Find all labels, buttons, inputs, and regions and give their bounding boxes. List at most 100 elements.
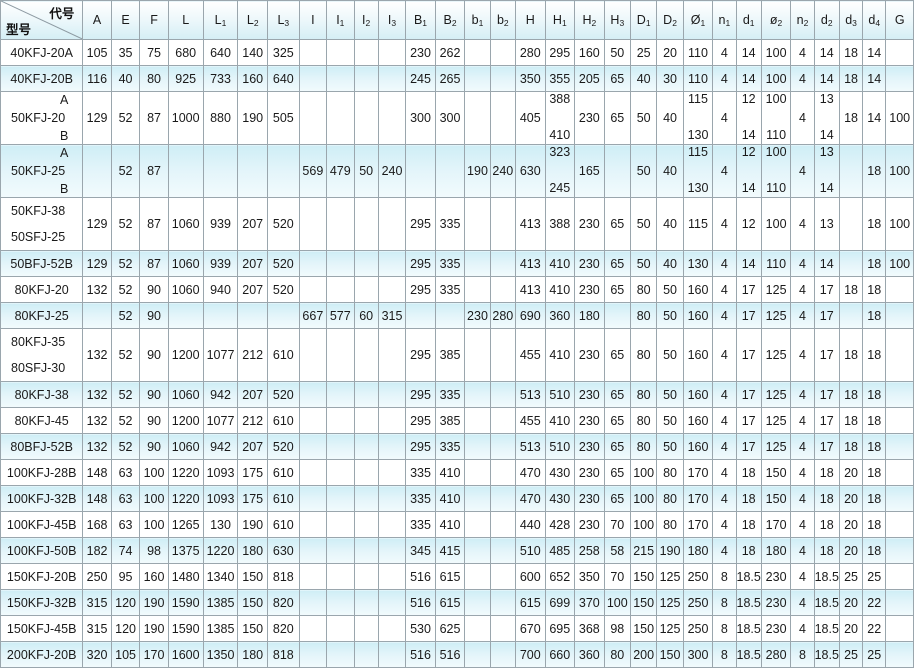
data-cell: 230 — [405, 39, 436, 66]
data-cell: 50 — [629, 250, 658, 277]
data-cell: 610 — [266, 459, 300, 486]
data-cell: 175 — [237, 485, 268, 512]
data-cell: 50 — [603, 39, 631, 66]
data-cell: 520 — [266, 197, 300, 251]
data-cell: 115 — [682, 197, 714, 251]
data-cell: 87 — [139, 250, 169, 277]
data-cell — [353, 91, 379, 145]
data-cell: 20 — [838, 589, 864, 616]
data-cell: 335 — [434, 381, 466, 408]
data-cell: 660 — [544, 641, 576, 668]
data-cell — [298, 381, 328, 408]
data-cell — [405, 144, 436, 198]
data-cell: 60 — [353, 302, 379, 329]
data-cell: 65 — [603, 459, 631, 486]
data-cell: 50 — [629, 197, 658, 251]
data-cell: 1093 — [202, 485, 239, 512]
data-cell: 50 — [629, 91, 658, 145]
model-name-cell: 40KFJ-20A — [0, 39, 84, 66]
data-cell: 520 — [266, 381, 300, 408]
data-cell: 4 — [790, 91, 815, 145]
data-cell: 20 — [838, 485, 864, 512]
table-row: 80KFJ-25 52 90 667 577 60 315 230 280 690 360 180 80… — [0, 302, 914, 329]
data-cell — [326, 276, 355, 303]
data-cell: 190 — [237, 91, 268, 145]
data-cell: 1385 — [202, 589, 239, 616]
data-cell: 1265 — [167, 511, 204, 538]
column-header-subscript: 1 — [645, 18, 651, 28]
data-cell: 80 — [139, 65, 169, 92]
data-cell: 52 — [110, 328, 141, 382]
column-header-d3-27: d3 — [838, 0, 864, 40]
column-header-base: H — [610, 13, 620, 27]
table-row: 80KFJ-35 80SFJ-30 132 52 90 1200 1077 212 610 295… — [0, 328, 914, 382]
data-cell — [298, 563, 328, 590]
data-cell: 516 — [405, 589, 436, 616]
column-header-base: B — [413, 13, 423, 27]
data-cell: 4 — [790, 144, 815, 198]
data-cell: 80 — [656, 485, 684, 512]
data-cell: 212 — [237, 328, 268, 382]
data-cell: 148 — [82, 459, 112, 486]
data-cell: 18 — [735, 511, 762, 538]
data-cell: 295 — [405, 276, 436, 303]
data-cell: 14 — [735, 250, 762, 277]
data-cell: 610 — [266, 407, 300, 434]
data-cell: 160 — [682, 407, 714, 434]
data-cell — [298, 276, 328, 303]
column-header-base: ø — [769, 13, 778, 27]
data-cell — [353, 276, 379, 303]
data-cell: 230 — [574, 250, 605, 277]
data-cell: 150 — [629, 563, 658, 590]
data-cell: 4 — [790, 511, 815, 538]
header-row: 代号 型号 A E F L L1 L2 L3 I I1 I2 I3 B1 B2 b1 b2 H H1 H2 H3 D1… — [0, 0, 914, 40]
data-cell: 180 — [574, 302, 605, 329]
column-header-subscript: 2 — [672, 18, 677, 28]
data-cell: 1220 — [202, 537, 239, 564]
data-cell — [885, 407, 914, 434]
data-cell: 295 — [405, 250, 436, 277]
data-cell — [464, 65, 491, 92]
data-cell: 4 — [712, 91, 737, 145]
variant-label-b: B — [59, 129, 69, 143]
data-cell: 8 — [712, 589, 737, 616]
value-label: 110 — [766, 181, 787, 196]
data-cell: 140 — [237, 39, 268, 66]
data-cell: 14 — [735, 39, 762, 66]
data-cell — [326, 459, 355, 486]
data-cell: 413 — [514, 197, 546, 251]
data-cell: 262 — [434, 39, 466, 66]
column-header-subscript: 2 — [827, 18, 833, 28]
data-cell — [326, 197, 355, 251]
data-cell: 80 — [629, 381, 658, 408]
data-cell: 100 — [885, 91, 914, 145]
column-header-I2-9: I2 — [353, 0, 379, 40]
data-cell: 100 — [629, 485, 658, 512]
column-header-L-3: L — [167, 0, 204, 40]
data-cell: 323 245 — [544, 144, 576, 198]
data-cell: 207 — [237, 381, 268, 408]
data-cell: 415 — [434, 537, 466, 564]
data-cell: 100 110 — [760, 144, 792, 198]
data-cell: 513 — [514, 381, 546, 408]
stacked-value: 323 245 — [546, 146, 574, 197]
data-cell: 413 — [514, 276, 546, 303]
data-cell: 40 — [656, 144, 684, 198]
data-cell: 733 — [202, 65, 239, 92]
column-header-base: I — [311, 13, 315, 27]
data-cell — [405, 302, 436, 329]
data-cell — [353, 65, 379, 92]
column-header-base: d — [868, 13, 876, 27]
data-cell: 100 — [139, 511, 169, 538]
data-cell: 13 14 — [813, 144, 840, 198]
column-header-base: L — [277, 13, 285, 27]
data-cell: 230 — [574, 91, 605, 145]
model-name-cell: 150KFJ-45B — [0, 615, 84, 642]
data-cell: 18 — [862, 328, 887, 382]
column-header-base: H — [525, 13, 535, 27]
data-cell — [167, 144, 204, 198]
data-cell — [353, 381, 379, 408]
column-header-subscript: 4 — [875, 18, 881, 28]
data-cell: 18.5 — [735, 589, 762, 616]
column-header-base: b — [496, 13, 504, 27]
